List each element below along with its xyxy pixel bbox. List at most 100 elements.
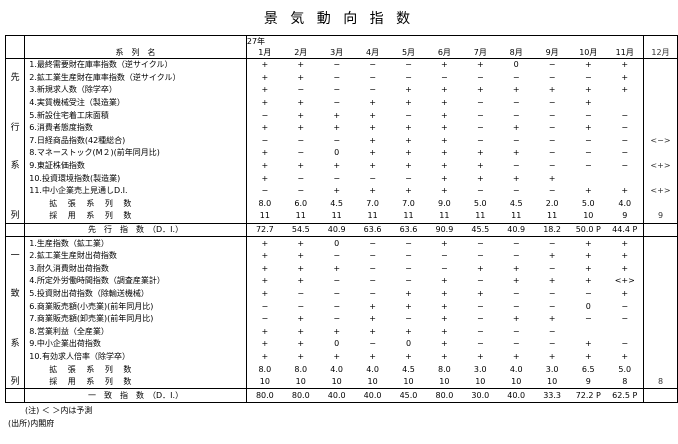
month-value: − xyxy=(405,263,412,273)
month-header: 11月 xyxy=(606,47,644,59)
series-row: 4.実質機械受注（製造業） + + − + + + − − − + xyxy=(4,96,678,110)
month-value: + xyxy=(405,326,412,336)
month-value: − xyxy=(548,98,556,108)
month-value: − xyxy=(369,251,376,261)
month-value: + xyxy=(369,314,376,324)
forecast-blank xyxy=(642,388,678,404)
month-value: + xyxy=(261,161,269,171)
month-value: + xyxy=(548,314,556,324)
side-blank xyxy=(4,300,26,313)
month-value: + xyxy=(441,135,448,145)
month-value: 80.0 xyxy=(246,388,283,404)
forecast-value xyxy=(642,262,678,276)
month-value: 63.6 xyxy=(354,222,391,238)
month-value: + xyxy=(476,85,484,95)
forecast-value: 8 xyxy=(642,375,678,389)
month-value: − xyxy=(369,339,376,349)
month-header: 6月 xyxy=(426,47,463,59)
month-value: + xyxy=(512,314,520,324)
month-value: 72.2 P xyxy=(570,388,607,404)
series-name: 一 致 指 数 （D．I.） xyxy=(24,388,247,404)
header-row-months: 系 列 名 1月 2月 3月 4月 5月 6月 7月 8月 9月 10月 11月 12月 xyxy=(4,47,678,59)
month-value: + xyxy=(405,288,412,298)
forecast-value xyxy=(642,300,678,313)
month-value: 8.0 xyxy=(258,364,272,374)
series-name: 11.中小企業売上見通しD.I. xyxy=(24,184,247,198)
month-value xyxy=(607,325,644,338)
side-blank xyxy=(4,262,26,276)
month-value: + xyxy=(369,148,376,158)
month-value: − xyxy=(584,72,592,82)
month-value: 50.0 P xyxy=(570,222,607,238)
series-name: 3.耐久消費財出荷指数 xyxy=(24,262,247,276)
month-value: − xyxy=(297,173,305,183)
forecast-value xyxy=(642,287,678,301)
month-value: + xyxy=(441,98,448,108)
month-value: − xyxy=(297,85,305,95)
month-value: + xyxy=(369,123,376,133)
blank xyxy=(282,35,319,47)
month-value: + xyxy=(512,85,520,95)
section-side-label: 行 xyxy=(4,121,26,135)
month-value: 9 xyxy=(622,211,628,221)
blank xyxy=(534,35,571,47)
month-value: − xyxy=(548,326,556,336)
month-value: + xyxy=(333,326,341,336)
month-value: 2.0 xyxy=(545,198,559,208)
month-value: 10 xyxy=(511,377,522,387)
month-value: + xyxy=(548,85,556,95)
month-header: 3月 xyxy=(318,47,355,59)
month-value: 3.0 xyxy=(473,364,487,374)
month-value: + xyxy=(261,60,269,70)
month-value: 54.5 xyxy=(282,222,319,238)
month-value: + xyxy=(261,251,269,261)
month-value: + xyxy=(548,276,556,286)
month-value: + xyxy=(297,161,305,171)
month-value xyxy=(607,97,644,110)
forecast-value xyxy=(642,363,678,376)
month-value: 18.2 xyxy=(534,222,571,238)
forecast-value xyxy=(642,109,678,122)
month-value xyxy=(570,325,606,338)
month-value: + xyxy=(441,148,448,158)
month-value: − xyxy=(476,72,484,82)
month-header: 4月 xyxy=(354,47,391,59)
month-value: + xyxy=(441,301,448,311)
series-row: 3.耐久消費財出荷指数 + + + − − − + + − + + xyxy=(4,262,678,276)
section-side-label: 列 xyxy=(4,210,26,224)
series-name: 拡 張 系 列 数 xyxy=(24,363,247,376)
series-row: 10.投資環境指数(製造業) + − − − − + + + + xyxy=(4,172,678,185)
month-value: − xyxy=(261,186,269,196)
series-name: 採 用 系 列 数 xyxy=(24,210,247,224)
side-blank xyxy=(4,58,26,72)
month-value: + xyxy=(606,236,644,250)
series-row: 8.マネーストック(M２)(前年同月比) + − 0 + + + + + − − − xyxy=(4,147,678,160)
month-value: 40.0 xyxy=(498,388,535,404)
month-value: + xyxy=(512,276,520,286)
month-value: − xyxy=(476,186,484,196)
month-value: + xyxy=(405,301,412,311)
month-value: 44.4 P xyxy=(606,222,644,238)
section-side-label: 系 xyxy=(4,159,26,173)
note-source: (出所)内閣府 xyxy=(8,419,55,428)
month-value: + xyxy=(369,110,376,120)
series-name: 5.新設住宅着工床面積 xyxy=(24,109,247,122)
forecast-blank xyxy=(642,222,678,238)
month-value: + xyxy=(621,72,629,82)
month-value: 7.0 xyxy=(366,198,379,208)
month-value: − xyxy=(512,186,520,196)
month-value: + xyxy=(621,251,629,261)
month-value: − xyxy=(261,301,269,311)
month-value: − xyxy=(584,110,592,120)
year-label: 27年 xyxy=(246,35,283,47)
month-value: − xyxy=(584,135,592,145)
month-value: − xyxy=(333,314,341,324)
expansion-count-row: 拡 張 系 列 数 8.0 6.0 4.5 7.0 7.0 9.0 5.0 4.5 2.0 5.0 4… xyxy=(4,197,678,211)
month-value: 10 xyxy=(331,377,342,387)
forecast-value xyxy=(642,84,678,97)
section-side-label: 列 xyxy=(4,375,26,389)
side-blank xyxy=(4,236,26,250)
month-value: − xyxy=(621,110,629,120)
side-blank xyxy=(4,147,26,160)
month-value: − xyxy=(476,326,484,336)
